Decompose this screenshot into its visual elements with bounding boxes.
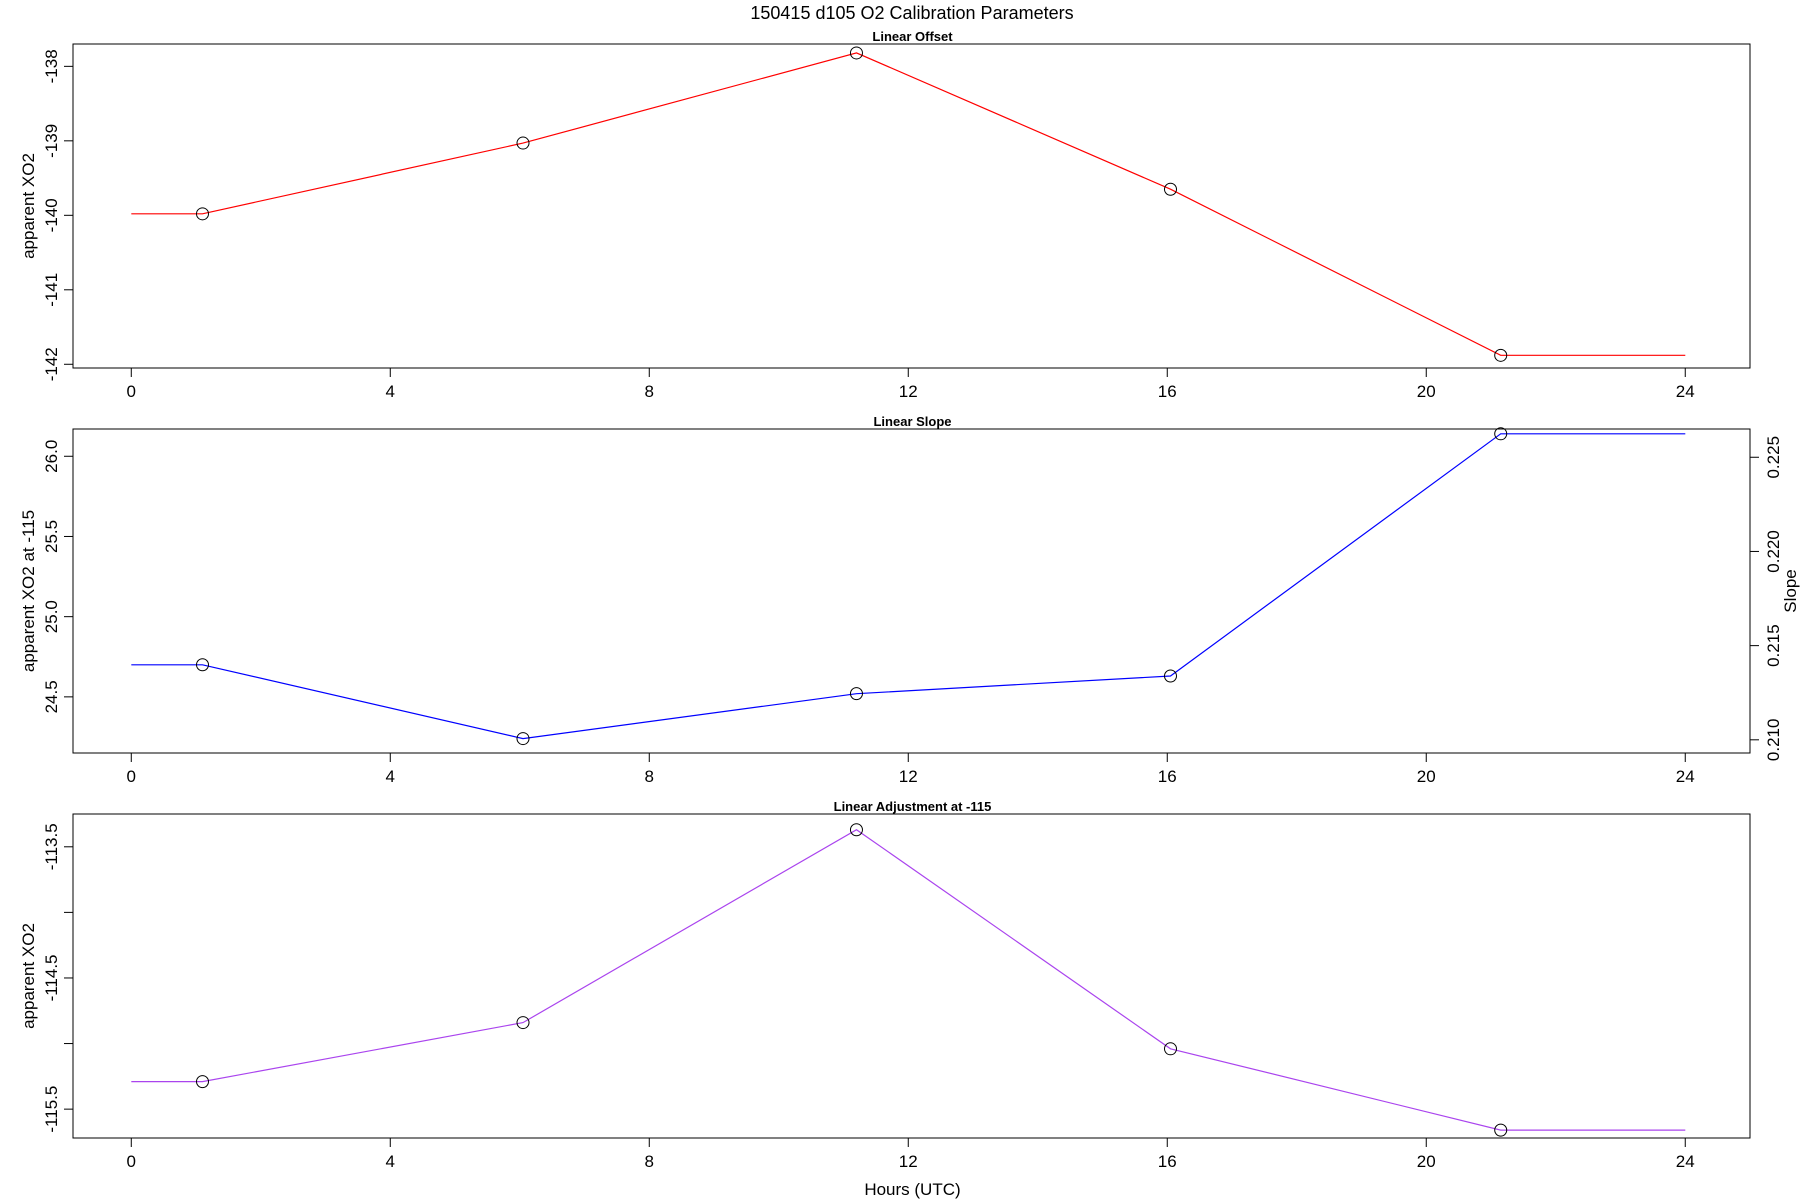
y-tick-label: 26.0 — [42, 440, 61, 473]
x-tick-label: 24 — [1676, 767, 1695, 786]
panel-2: Linear Slope 0 4 8 12 16 20 24 26.0 25.5 25.0 24.5a… — [19, 414, 1800, 786]
panel-1: Linear Offset 0 4 8 12 16 20 24 -138 -139 -140 -141… — [19, 29, 1751, 401]
panel-3: Linear Adjustment at -115 0 4 8 12 16 20 24 -113… — [19, 799, 1751, 1199]
x-tick-label: 20 — [1417, 382, 1436, 401]
x-tick-label: 16 — [1158, 767, 1177, 786]
x-tick-label: 12 — [899, 1152, 918, 1171]
y-tick-label: -140 — [42, 198, 61, 232]
y-tick-label: -113.5 — [42, 823, 61, 870]
y-tick-label: 24.5 — [42, 680, 61, 713]
x-tick-label: 0 — [127, 767, 136, 786]
data-point — [195, 207, 209, 221]
panel-title: Linear Offset — [872, 29, 953, 44]
y2-axis-label: Slope — [1781, 569, 1800, 612]
x-tick-label: 12 — [899, 767, 918, 786]
x-tick-label: 4 — [386, 767, 395, 786]
x-tick-label: 16 — [1158, 382, 1177, 401]
panel-title: Linear Adjustment at -115 — [834, 799, 992, 814]
panel-title: Linear Slope — [873, 414, 951, 429]
plot-frame — [72, 428, 1751, 754]
x-tick-label: 0 — [127, 1152, 136, 1171]
data-point — [195, 658, 209, 672]
data-point — [516, 1016, 530, 1030]
figure-title: 150415 d105 O2 Calibration Parameters — [750, 3, 1073, 23]
x-tick-label: 20 — [1417, 767, 1436, 786]
y-tick-label: 25.5 — [42, 520, 61, 553]
x-tick-label: 24 — [1676, 382, 1695, 401]
data-point — [1494, 1123, 1508, 1137]
x-tick-label: 8 — [645, 382, 654, 401]
y-axis-label: apparent XO2 — [19, 153, 38, 259]
y2-tick-label: 0.220 — [1764, 530, 1783, 573]
series-line — [131, 828, 1686, 1131]
x-tick-label: 0 — [127, 382, 136, 401]
data-point — [849, 46, 863, 60]
data-point — [1163, 1042, 1177, 1056]
y-tick-label: -114.5 — [42, 954, 61, 1001]
panels: Linear Offset 0 4 8 12 16 20 24 -138 -139 -140 -141… — [19, 29, 1800, 1199]
data-point — [516, 732, 530, 746]
x-tick-label: 24 — [1676, 1152, 1695, 1171]
x-tick-label: 8 — [645, 1152, 654, 1171]
x-tick-label: 20 — [1417, 1152, 1436, 1171]
y-axis-label: apparent XO2 at -115 — [19, 510, 38, 672]
y-tick-label: -139 — [42, 124, 61, 158]
data-point — [849, 823, 863, 837]
x-axis-label: Hours (UTC) — [864, 1180, 960, 1199]
data-point — [1163, 182, 1177, 196]
y2-tick-label: 0.215 — [1764, 624, 1783, 667]
x-tick-label: 4 — [386, 382, 395, 401]
y-axis-label: apparent XO2 — [19, 923, 38, 1029]
x-tick-label: 12 — [899, 382, 918, 401]
data-point — [195, 1075, 209, 1089]
y2-tick-label: 0.210 — [1764, 719, 1783, 762]
plot-frame — [72, 813, 1751, 1139]
series-line — [131, 433, 1686, 740]
y-tick-label: 25.0 — [42, 600, 61, 633]
x-tick-label: 8 — [645, 767, 654, 786]
series-line — [131, 52, 1686, 356]
y-tick-label: -115.5 — [42, 1086, 61, 1133]
y-tick-label: -141 — [42, 273, 61, 307]
data-point — [1494, 427, 1508, 441]
data-point — [1163, 669, 1177, 683]
data-point — [516, 136, 530, 150]
plot-frame — [72, 43, 1751, 369]
y-tick-label: -142 — [42, 347, 61, 381]
x-tick-label: 16 — [1158, 1152, 1177, 1171]
data-point — [849, 687, 863, 701]
y-tick-label: -138 — [42, 49, 61, 83]
data-point — [1494, 348, 1508, 362]
x-tick-label: 4 — [386, 1152, 395, 1171]
y2-tick-label: 0.225 — [1764, 436, 1783, 479]
